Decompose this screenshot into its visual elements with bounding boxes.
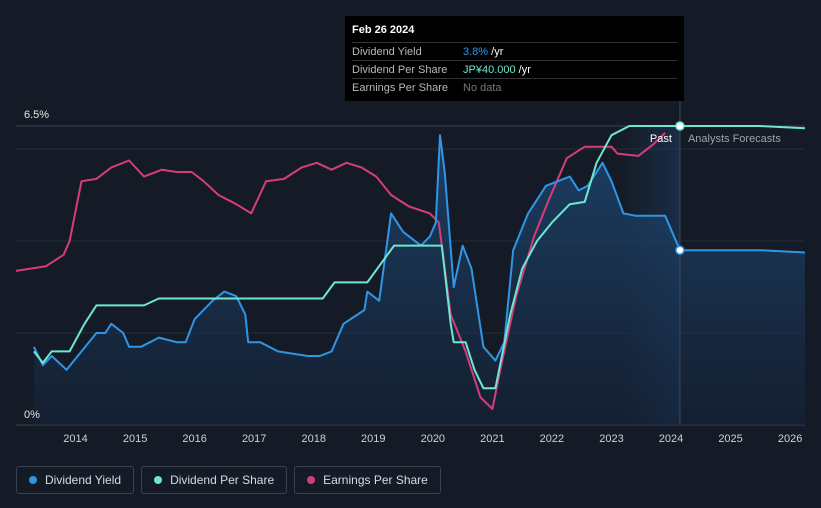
dividend-per-share-marker (675, 121, 685, 131)
chart-canvas: 6.5% 0% 2014 2015 2016 2017 2018 2019 2020 2021… (15, 100, 806, 445)
tooltip-label: Dividend Yield (352, 45, 422, 58)
past-label: Past (650, 133, 672, 145)
tooltip-row-dividend-per-share: Dividend Per Share JP¥40.000 /yr (352, 60, 677, 78)
tooltip: Feb 26 2024 Dividend Yield 3.8% /yr Divi… (345, 16, 684, 101)
tooltip-row-dividend-yield: Dividend Yield 3.8% /yr (352, 42, 677, 60)
dividend-yield-line (32, 134, 806, 371)
legend-label: Dividend Yield (45, 473, 122, 487)
x-tick-label: 2023 (599, 433, 623, 445)
x-tick-label: 2017 (242, 433, 266, 445)
tooltip-value: No data (463, 81, 502, 94)
tooltip-value: 3.8% (463, 45, 489, 58)
tooltip-unit: /yr (488, 45, 504, 58)
x-tick-label: 2016 (182, 433, 206, 445)
x-tick-label: 2015 (123, 433, 147, 445)
x-tick-label: 2024 (659, 433, 683, 445)
legend-dividend-per-share[interactable]: Dividend Per Share (141, 466, 288, 494)
tooltip-date: Feb 26 2024 (352, 24, 415, 36)
dividend-per-share-line (33, 125, 806, 390)
legend: Dividend Yield Dividend Per Share Earnin… (16, 466, 441, 494)
dividend-per-share-dot-icon (154, 476, 163, 484)
legend-label: Earnings Per Share (323, 473, 428, 487)
x-tick-label: 2020 (421, 433, 445, 445)
tooltip-label: Earnings Per Share (352, 81, 448, 94)
legend-label: Dividend Per Share (170, 473, 275, 487)
legend-earnings-per-share[interactable]: Earnings Per Share (294, 466, 441, 494)
x-tick-label: 2025 (718, 433, 742, 445)
tooltip-value: JP¥40.000 (463, 63, 516, 76)
tooltip-row-earnings-per-share: Earnings Per Share No data (352, 78, 677, 96)
dividend-yield-marker (675, 245, 685, 255)
tooltip-unit: /yr (515, 63, 531, 76)
x-tick-label: 2021 (480, 433, 504, 445)
x-tick-label: 2026 (778, 433, 802, 445)
dividend-yield-dot-icon (29, 476, 37, 484)
x-tick-label: 2018 (301, 433, 325, 445)
y-axis-label-top: 6.5% (24, 109, 49, 121)
x-tick-label: 2019 (361, 433, 385, 445)
analysts-forecast-label: Analysts Forecasts (688, 133, 781, 145)
dividend-yield-area (33, 135, 805, 425)
y-axis-label-bottom: 0% (24, 409, 40, 421)
earnings-per-share-line (15, 132, 666, 410)
tooltip-label: Dividend Per Share (352, 63, 448, 76)
x-tick-label: 2014 (63, 433, 87, 445)
x-tick-label: 2022 (540, 433, 564, 445)
earnings-per-share-dot-icon (307, 476, 316, 484)
legend-dividend-yield[interactable]: Dividend Yield (16, 466, 135, 494)
